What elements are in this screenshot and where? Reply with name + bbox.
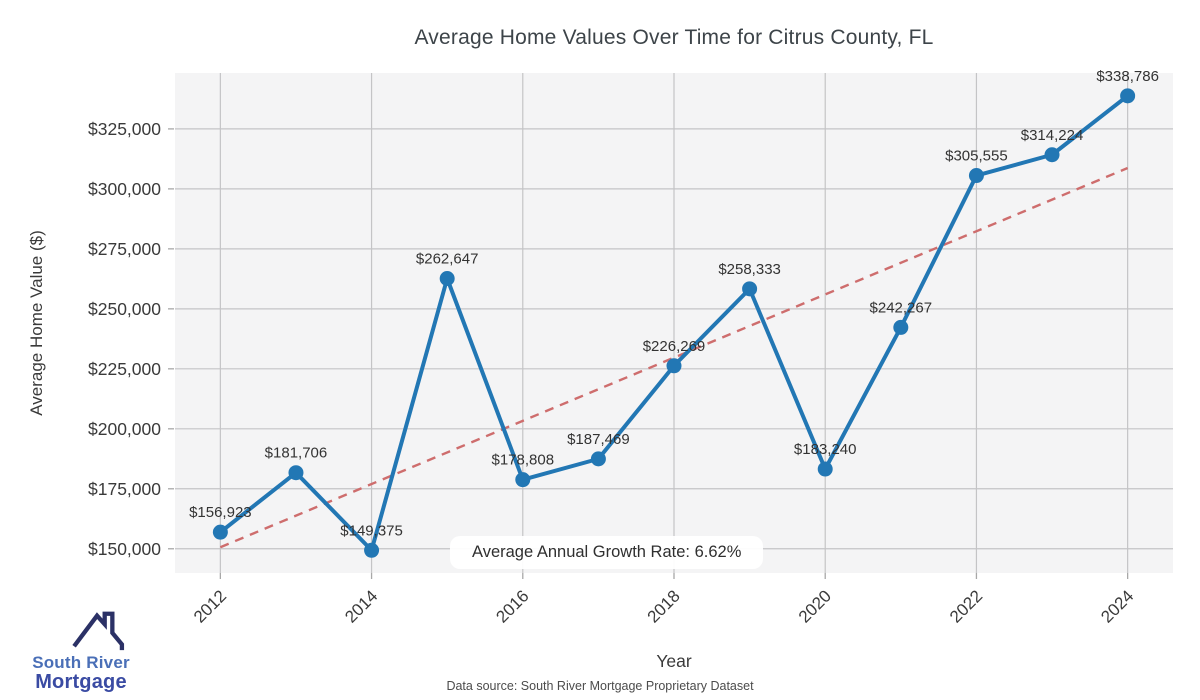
data-point-label: $187,469 xyxy=(567,431,630,448)
data-point-marker xyxy=(1044,147,1060,163)
data-point-label: $181,706 xyxy=(265,445,328,462)
data-point-label: $262,647 xyxy=(416,251,479,268)
trend-line xyxy=(219,166,1129,549)
data-point-label: $178,808 xyxy=(491,452,554,469)
y-tick-label: $175,000 xyxy=(88,479,161,499)
y-tick-label: $300,000 xyxy=(88,179,161,199)
data-point-marker xyxy=(742,281,758,297)
data-point-marker xyxy=(893,319,909,335)
x-tick-label: 2020 xyxy=(795,586,835,626)
data-point-label: $305,555 xyxy=(945,148,1008,165)
y-tick-label: $250,000 xyxy=(88,299,161,319)
data-point-marker xyxy=(968,168,984,184)
x-tick-label: 2014 xyxy=(341,586,381,626)
south-river-mortgage-logo: South River Mortgage xyxy=(18,608,144,693)
data-point-label: $242,267 xyxy=(870,299,933,316)
x-tick-label: 2022 xyxy=(946,586,986,626)
chart-title: Average Home Values Over Time for Citrus… xyxy=(414,26,934,49)
x-tick-label: 2018 xyxy=(644,586,684,626)
data-point-marker xyxy=(1120,88,1136,104)
x-tick-label: 2012 xyxy=(190,586,230,626)
data-point-marker xyxy=(666,358,682,374)
data-source-note: Data source: South River Mortgage Propri… xyxy=(446,679,754,693)
y-tick-label: $200,000 xyxy=(88,419,161,439)
house-roof-icon xyxy=(72,611,125,651)
x-tick-label: 2024 xyxy=(1097,586,1137,626)
x-tick-label: 2016 xyxy=(492,586,532,626)
data-point-marker xyxy=(364,542,380,558)
data-point-label: $226,269 xyxy=(643,338,706,355)
data-point-marker xyxy=(288,465,304,481)
growth-rate-annotation: Average Annual Growth Rate: 6.62% xyxy=(450,536,764,569)
data-point-label: $149,375 xyxy=(340,522,403,539)
logo-text-south-river: South River xyxy=(32,653,130,672)
y-tick-label: $225,000 xyxy=(88,359,161,379)
data-point-marker xyxy=(817,461,833,477)
data-point-marker xyxy=(439,271,455,287)
data-point-label: $258,333 xyxy=(718,261,781,278)
data-point-label: $314,224 xyxy=(1021,127,1084,144)
data-point-label: $338,786 xyxy=(1096,68,1159,85)
data-point-marker xyxy=(590,451,606,467)
data-point-label: $183,240 xyxy=(794,441,857,458)
data-point-marker xyxy=(212,524,228,540)
data-point-label: $156,923 xyxy=(189,504,252,521)
y-tick-label: $150,000 xyxy=(88,539,161,559)
y-tick-label: $325,000 xyxy=(88,119,161,139)
y-tick-label: $275,000 xyxy=(88,239,161,259)
x-axis-label: Year xyxy=(656,651,692,671)
data-point-marker xyxy=(515,472,531,488)
logo-text-mortgage: Mortgage xyxy=(35,670,127,693)
